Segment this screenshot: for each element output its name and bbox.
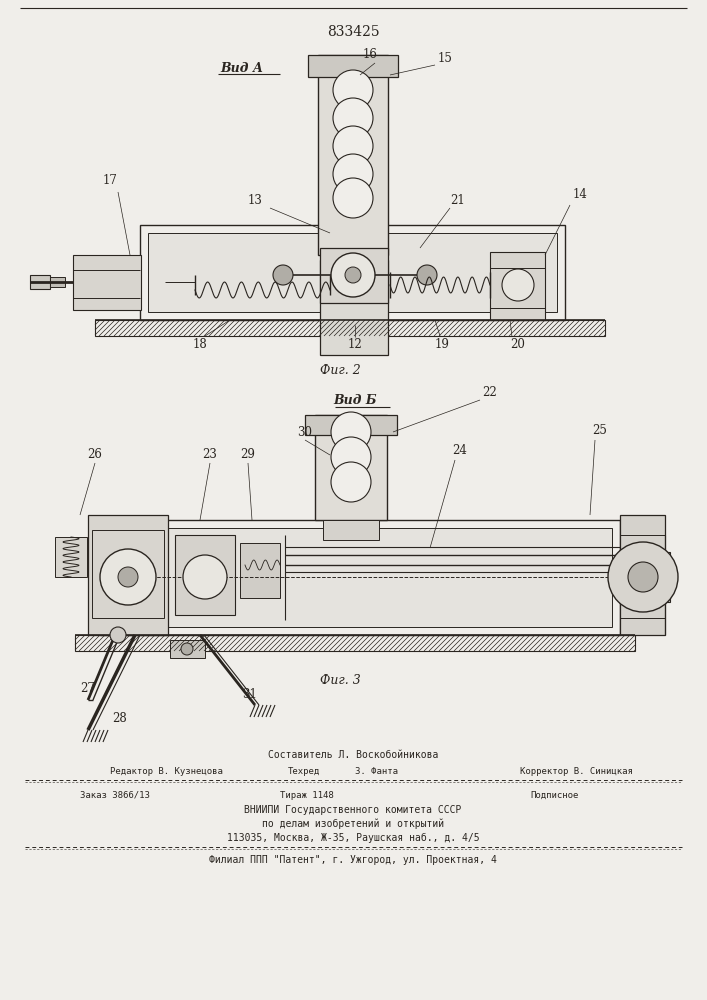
Bar: [658, 552, 670, 602]
Bar: [315, 415, 387, 520]
Bar: [73, 255, 141, 310]
Text: Филиал ППП "Патент", г. Ужгород, ул. Проектная, 4: Филиал ППП "Патент", г. Ужгород, ул. Про…: [209, 855, 497, 865]
Circle shape: [118, 567, 138, 587]
Bar: [108, 528, 612, 627]
Text: 14: 14: [573, 188, 588, 202]
Bar: [55, 537, 87, 577]
Text: Корректор В. Синицкая: Корректор В. Синицкая: [520, 766, 633, 776]
Bar: [75, 635, 635, 651]
Text: 25: 25: [592, 424, 607, 436]
Bar: [95, 320, 605, 336]
Bar: [175, 535, 235, 615]
Text: 18: 18: [192, 338, 207, 352]
Bar: [320, 248, 388, 303]
Circle shape: [273, 265, 293, 285]
Text: Составитель Л. Воскобойникова: Составитель Л. Воскобойникова: [268, 750, 438, 760]
Bar: [30, 275, 50, 289]
Bar: [323, 520, 379, 540]
Bar: [140, 225, 565, 320]
Bar: [100, 520, 620, 635]
Text: З. Фанта: З. Фанта: [355, 766, 398, 776]
Circle shape: [100, 549, 156, 605]
Bar: [620, 515, 665, 635]
Circle shape: [608, 542, 678, 612]
Bar: [170, 640, 205, 658]
Bar: [92, 530, 164, 618]
Circle shape: [331, 412, 371, 452]
Text: 833425: 833425: [327, 25, 380, 39]
Circle shape: [333, 178, 373, 218]
Circle shape: [181, 643, 193, 655]
Text: 26: 26: [88, 448, 103, 462]
Bar: [490, 252, 545, 320]
Bar: [320, 260, 388, 355]
Text: по делам изобретений и открытий: по делам изобретений и открытий: [262, 819, 444, 829]
Circle shape: [331, 462, 371, 502]
Text: 15: 15: [438, 51, 452, 64]
Circle shape: [628, 562, 658, 592]
Text: 19: 19: [435, 338, 450, 352]
Circle shape: [333, 126, 373, 166]
Circle shape: [333, 98, 373, 138]
Text: 27: 27: [81, 682, 95, 694]
Text: Редактор В. Кузнецова: Редактор В. Кузнецова: [110, 766, 223, 776]
Text: 23: 23: [203, 448, 218, 462]
Text: Подписное: Подписное: [530, 790, 578, 800]
Text: 24: 24: [452, 444, 467, 456]
Text: 16: 16: [363, 48, 378, 62]
Circle shape: [417, 265, 437, 285]
Text: 21: 21: [450, 194, 465, 207]
Bar: [148, 233, 557, 312]
Text: Фиг. 2: Фиг. 2: [320, 363, 361, 376]
Text: 30: 30: [298, 426, 312, 438]
Text: Заказ 3866/13: Заказ 3866/13: [80, 790, 150, 800]
Text: Фиг. 3: Фиг. 3: [320, 674, 361, 686]
Text: 20: 20: [510, 338, 525, 352]
Circle shape: [183, 555, 227, 599]
Circle shape: [333, 70, 373, 110]
Circle shape: [331, 437, 371, 477]
Circle shape: [331, 253, 375, 297]
Circle shape: [502, 269, 534, 301]
Text: 22: 22: [483, 386, 498, 399]
Circle shape: [333, 154, 373, 194]
Bar: [305, 415, 397, 435]
Text: 12: 12: [348, 338, 363, 352]
Circle shape: [345, 267, 361, 283]
Bar: [50, 277, 65, 287]
Text: 28: 28: [112, 712, 127, 724]
Bar: [88, 515, 168, 635]
Text: 17: 17: [103, 174, 117, 186]
Bar: [240, 543, 280, 598]
Text: Вид Б: Вид Б: [333, 393, 377, 406]
Bar: [308, 55, 398, 77]
Circle shape: [110, 627, 126, 643]
Text: Вид А: Вид А: [220, 62, 263, 75]
Text: Тираж 1148: Тираж 1148: [280, 790, 334, 800]
Text: 113035, Москва, Ж-35, Раушская наб., д. 4/5: 113035, Москва, Ж-35, Раушская наб., д. …: [227, 833, 479, 843]
Text: 29: 29: [240, 448, 255, 462]
Text: Техред: Техред: [288, 766, 320, 776]
Text: 31: 31: [243, 688, 257, 702]
Bar: [318, 55, 388, 255]
Text: ВНИИПИ Государственного комитета СССР: ВНИИПИ Государственного комитета СССР: [245, 805, 462, 815]
Text: 13: 13: [247, 194, 262, 207]
